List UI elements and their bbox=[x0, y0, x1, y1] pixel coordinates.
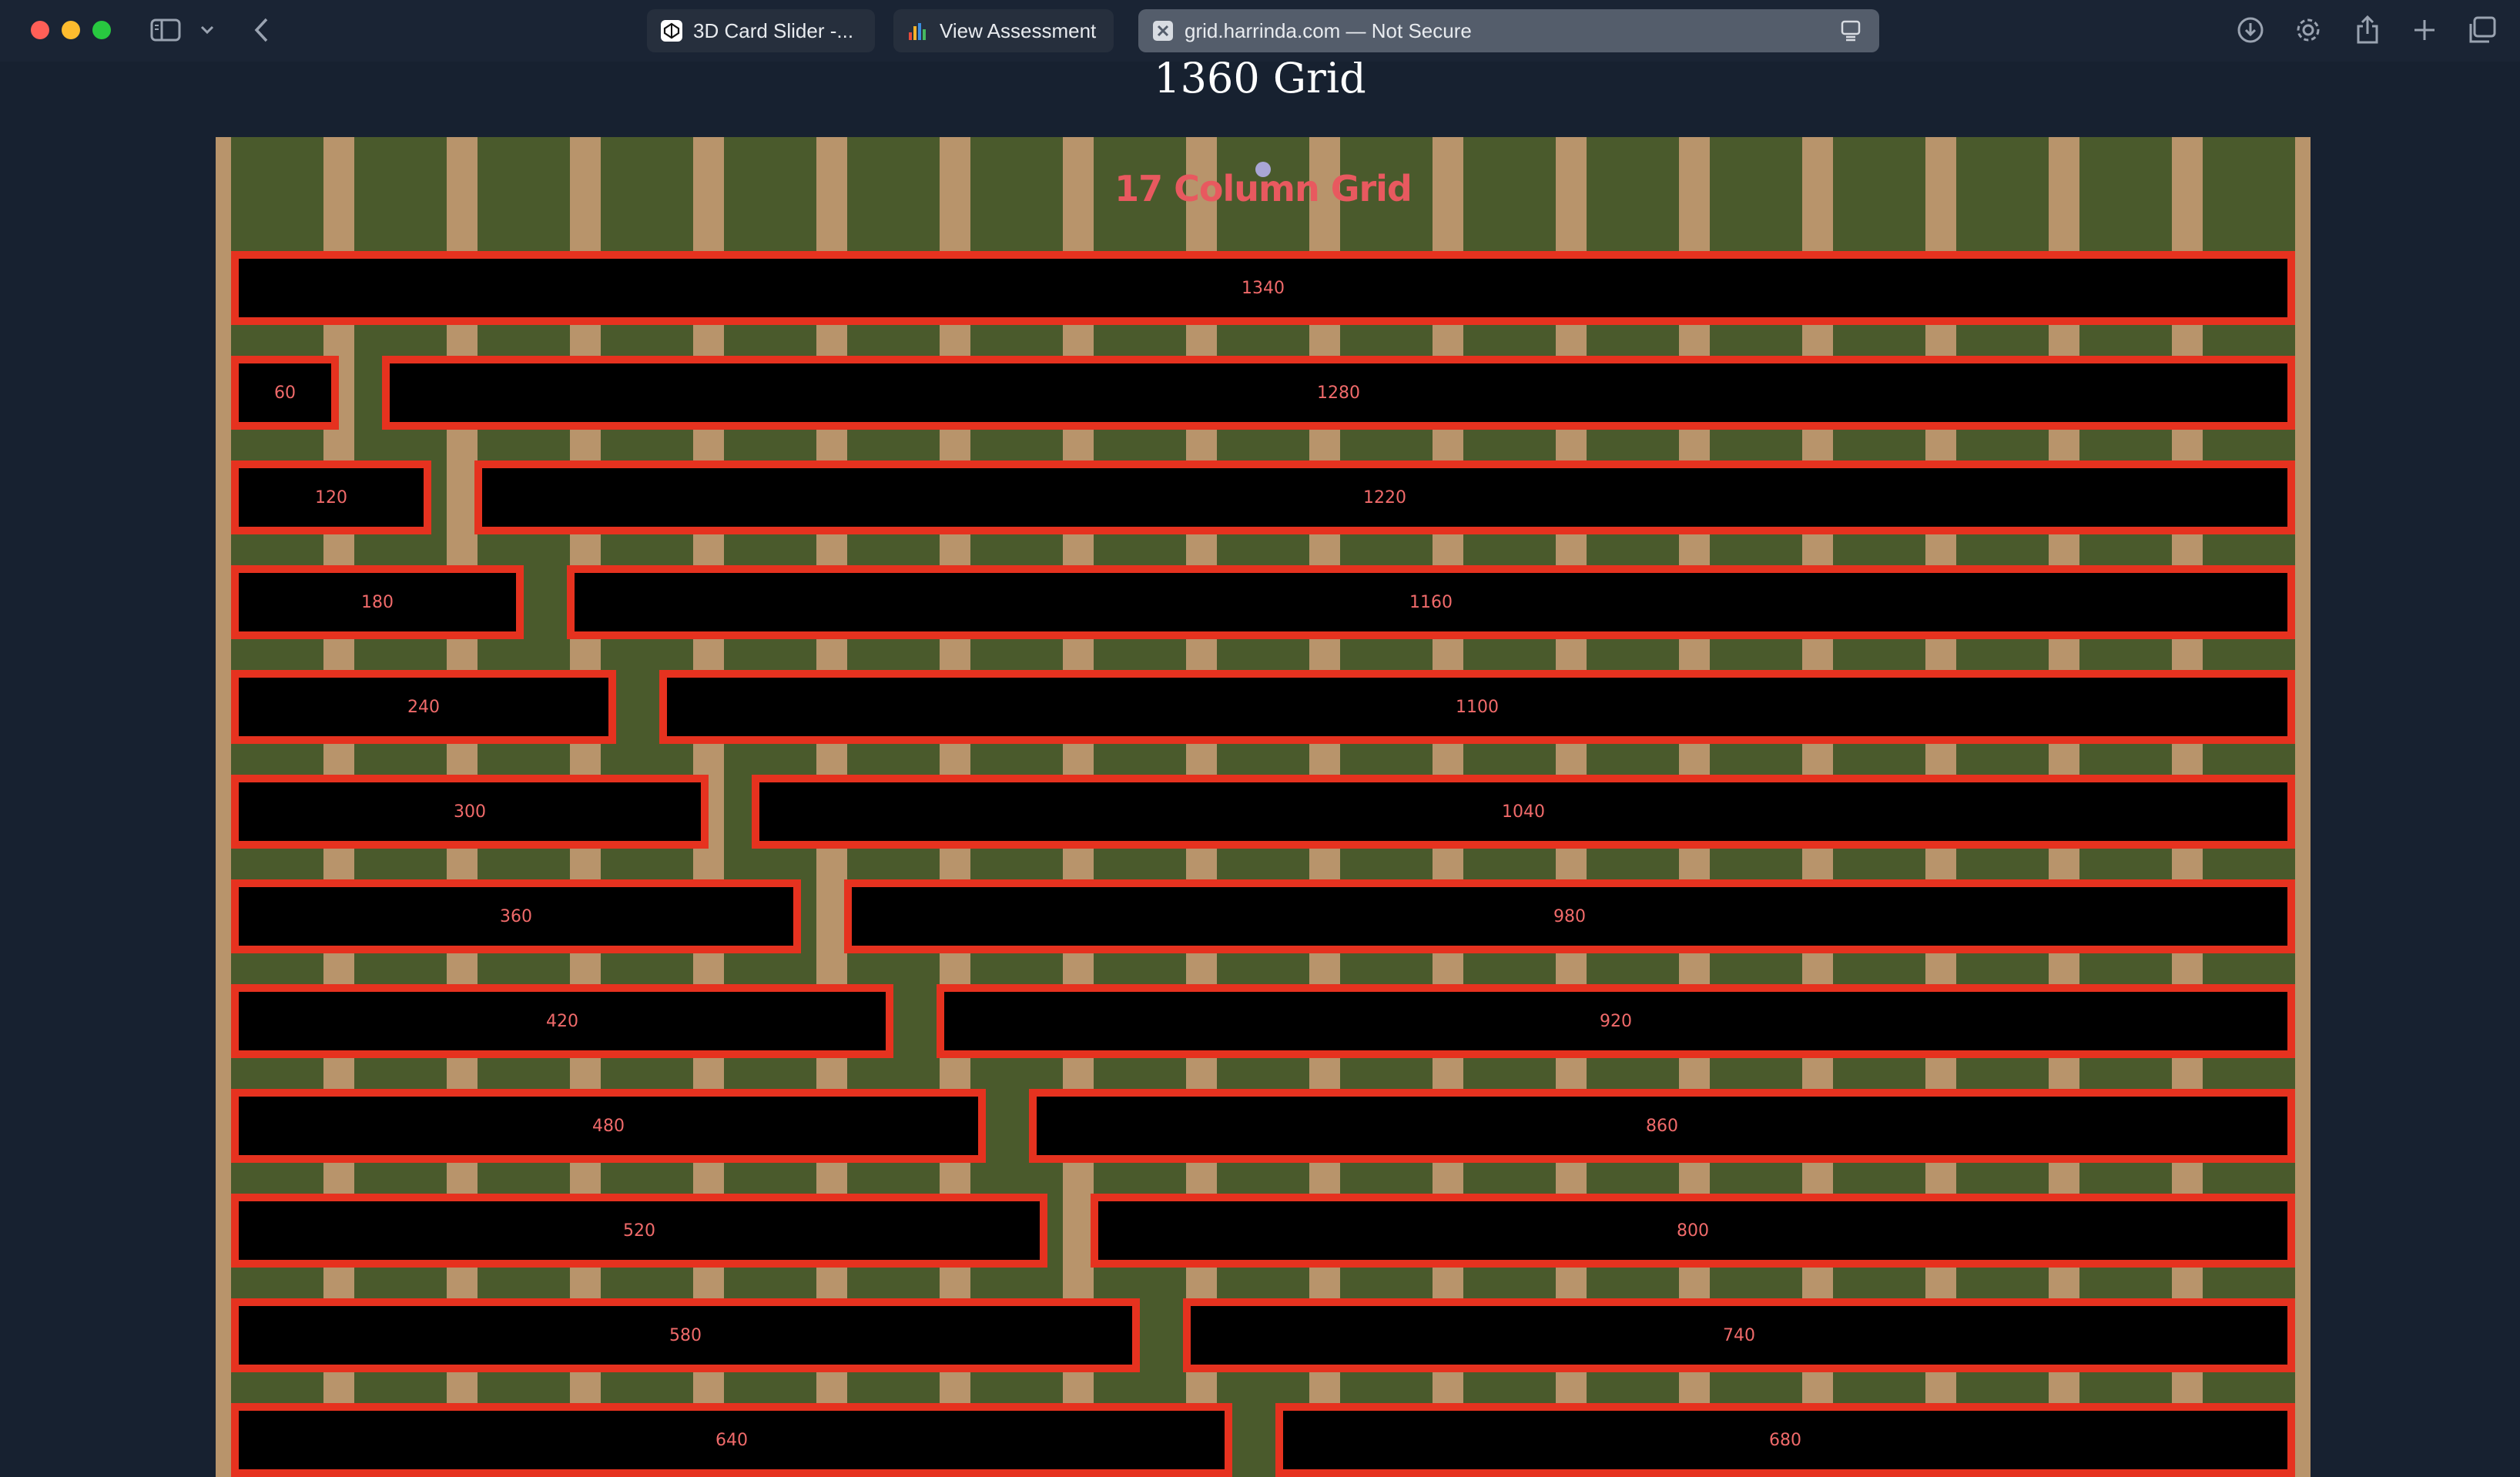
tab-view-assessment[interactable]: View Assessment bbox=[893, 9, 1114, 52]
close-window-button[interactable] bbox=[31, 21, 49, 39]
grid-box: 300 bbox=[231, 775, 709, 849]
grid-box: 640 bbox=[231, 1403, 1232, 1477]
grid-box: 980 bbox=[844, 879, 2295, 953]
gear-icon[interactable] bbox=[2291, 14, 2325, 46]
grid-box: 120 bbox=[231, 461, 431, 534]
grid-box: 480 bbox=[231, 1089, 986, 1163]
download-icon[interactable] bbox=[2233, 14, 2267, 46]
sidebar-toggle-icon[interactable] bbox=[146, 14, 185, 46]
grid-box: 740 bbox=[1183, 1298, 2295, 1372]
grid-box: 860 bbox=[1029, 1089, 2295, 1163]
chevron-down-icon[interactable] bbox=[196, 14, 219, 46]
tab-label: 3D Card Slider -... bbox=[693, 18, 854, 42]
grid-box: 1220 bbox=[474, 461, 2295, 534]
grid-box: 920 bbox=[937, 984, 2295, 1058]
grid-box: 1280 bbox=[382, 356, 2295, 430]
tab-label: View Assessment bbox=[940, 18, 1097, 42]
grid-box: 520 bbox=[231, 1194, 1047, 1268]
grid-box: 680 bbox=[1275, 1403, 2295, 1477]
cursor-dot bbox=[1255, 162, 1271, 177]
tab-overview-icon[interactable] bbox=[2463, 14, 2502, 46]
reader-icon[interactable] bbox=[1839, 20, 1862, 47]
grid-box: 1040 bbox=[752, 775, 2295, 849]
grid-box: 240 bbox=[231, 670, 616, 744]
zoom-window-button[interactable] bbox=[92, 21, 111, 39]
grid-box: 60 bbox=[231, 356, 339, 430]
new-tab-plus-icon[interactable] bbox=[2408, 14, 2441, 46]
page-title-clip: 1360 Grid bbox=[0, 62, 2520, 139]
tab-grid-harrinda[interactable]: grid.harrinda.com — Not Secure bbox=[1138, 9, 1879, 52]
grid-box: 360 bbox=[231, 879, 801, 953]
minimize-window-button[interactable] bbox=[62, 21, 80, 39]
tab-3d-card-slider[interactable]: 3D Card Slider -... bbox=[647, 9, 875, 52]
grid-box: 800 bbox=[1091, 1194, 2295, 1268]
grid-box: 1100 bbox=[659, 670, 2295, 744]
grid-box: 180 bbox=[231, 565, 524, 639]
grid-demo: 17 Column Grid 1340 60 1280 120 1220 180 1160 2… bbox=[216, 137, 2311, 1477]
share-icon[interactable] bbox=[2351, 14, 2384, 46]
tab-label: grid.harrinda.com — Not Secure bbox=[1185, 18, 1472, 42]
back-arrow-icon[interactable] bbox=[246, 14, 277, 46]
grid-box: 1340 bbox=[231, 251, 2295, 325]
browser-toolbar: 3D Card Slider -... View Assessment grid… bbox=[0, 0, 2520, 62]
page-title: 1360 Grid bbox=[1154, 62, 1366, 102]
chart-bars-icon bbox=[907, 20, 929, 42]
grid-box: 580 bbox=[231, 1298, 1140, 1372]
codepen-icon bbox=[661, 20, 682, 42]
close-x-icon[interactable] bbox=[1152, 20, 1174, 42]
grid-box: 420 bbox=[231, 984, 893, 1058]
grid-box: 1160 bbox=[567, 565, 2295, 639]
